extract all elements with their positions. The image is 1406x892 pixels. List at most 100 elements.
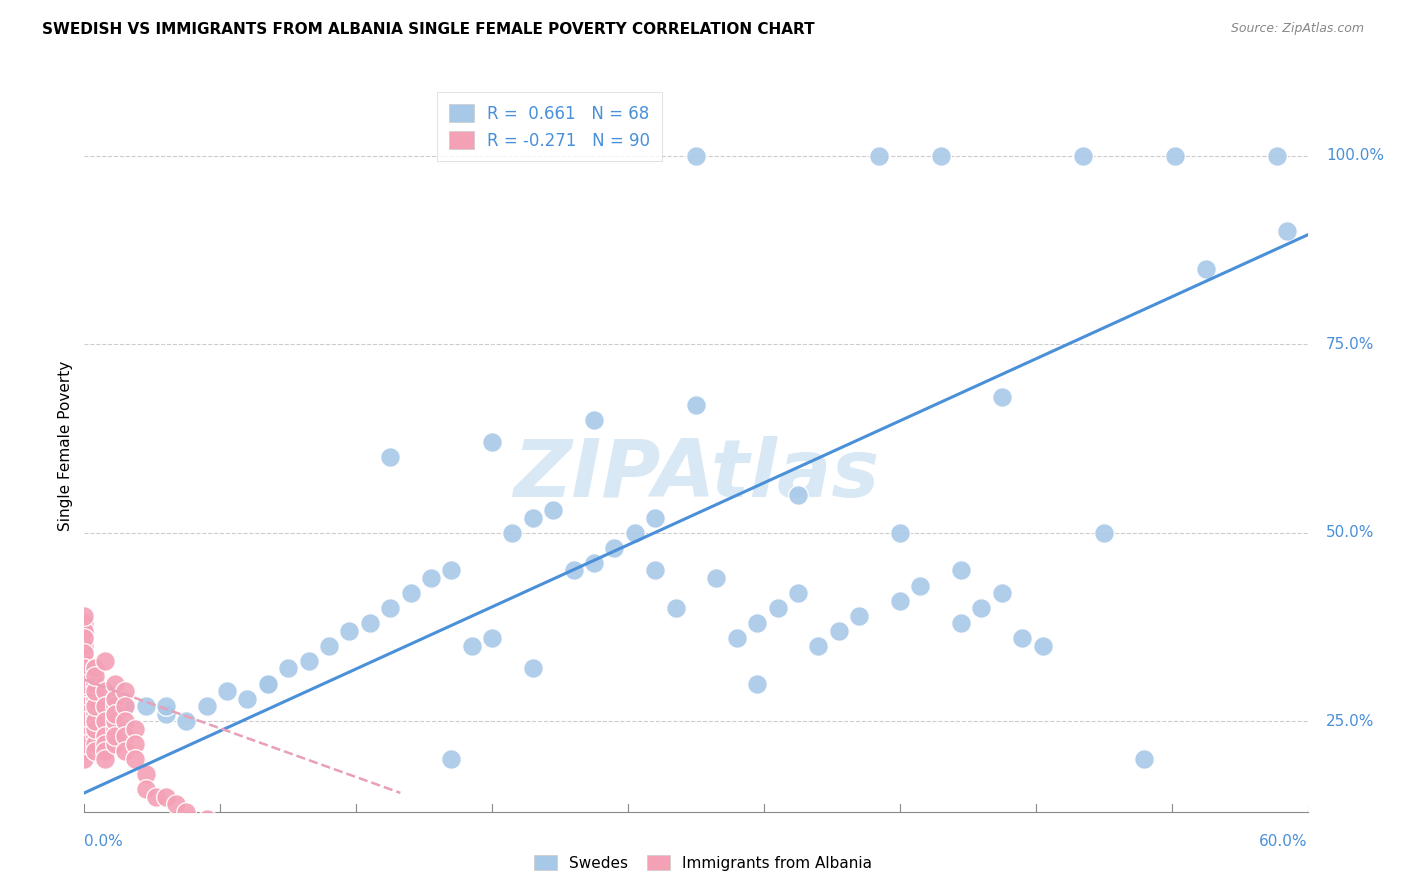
Point — [73, 691, 96, 706]
Point — [664, 601, 686, 615]
Point — [83, 699, 105, 714]
Point — [73, 722, 96, 736]
Point — [83, 722, 105, 736]
Point — [217, 820, 239, 834]
Point — [1133, 752, 1156, 766]
Point — [970, 601, 993, 615]
Point — [195, 699, 218, 714]
Point — [83, 691, 105, 706]
Point — [73, 676, 96, 690]
Point — [73, 699, 96, 714]
Point — [991, 390, 1014, 404]
Point — [73, 616, 96, 631]
Point — [114, 744, 136, 758]
Point — [93, 729, 115, 743]
Point — [114, 729, 136, 743]
Point — [104, 691, 127, 706]
Point — [787, 586, 810, 600]
Point — [359, 616, 381, 631]
Point — [124, 752, 146, 766]
Point — [145, 789, 167, 804]
Point — [1275, 224, 1298, 238]
Point — [277, 661, 299, 675]
Point — [93, 729, 115, 743]
Y-axis label: Single Female Poverty: Single Female Poverty — [58, 361, 73, 531]
Point — [704, 571, 728, 585]
Point — [104, 676, 127, 690]
Point — [83, 699, 105, 714]
Point — [73, 676, 96, 690]
Point — [93, 699, 115, 714]
Point — [73, 699, 96, 714]
Point — [114, 684, 136, 698]
Point — [135, 782, 157, 797]
Text: ZIPAtlas: ZIPAtlas — [513, 436, 879, 515]
Point — [807, 639, 830, 653]
Point — [1265, 149, 1288, 163]
Point — [73, 722, 96, 736]
Point — [236, 827, 259, 841]
Point — [889, 525, 911, 540]
Point — [93, 744, 115, 758]
Point — [73, 632, 96, 646]
Point — [380, 450, 402, 465]
Point — [889, 593, 911, 607]
Point — [73, 624, 96, 638]
Point — [104, 691, 127, 706]
Point — [83, 714, 105, 729]
Point — [83, 661, 105, 675]
Point — [73, 639, 96, 653]
Point — [73, 669, 96, 683]
Point — [73, 646, 96, 660]
Point — [104, 714, 127, 729]
Point — [83, 737, 105, 751]
Point — [991, 586, 1014, 600]
Point — [908, 578, 931, 592]
Point — [165, 797, 187, 812]
Text: 0.0%: 0.0% — [84, 834, 124, 848]
Point — [104, 722, 127, 736]
Point — [236, 691, 259, 706]
Point — [869, 149, 891, 163]
Point — [950, 563, 973, 577]
Point — [461, 639, 484, 653]
Point — [73, 729, 96, 743]
Point — [73, 752, 96, 766]
Point — [83, 691, 105, 706]
Point — [582, 412, 605, 426]
Point — [481, 435, 503, 450]
Point — [725, 632, 748, 646]
Point — [83, 684, 105, 698]
Point — [155, 706, 177, 721]
Point — [1032, 639, 1054, 653]
Point — [174, 805, 197, 819]
Point — [399, 586, 422, 600]
Text: 25.0%: 25.0% — [1326, 714, 1374, 729]
Point — [104, 706, 127, 721]
Point — [114, 699, 136, 714]
Point — [93, 654, 115, 668]
Point — [257, 676, 280, 690]
Point — [73, 608, 96, 623]
Point — [73, 661, 96, 675]
Point — [73, 646, 96, 660]
Point — [1092, 525, 1115, 540]
Point — [787, 488, 810, 502]
Point — [217, 684, 239, 698]
Point — [644, 563, 666, 577]
Point — [522, 661, 544, 675]
Point — [124, 722, 146, 736]
Point — [562, 563, 585, 577]
Text: 60.0%: 60.0% — [1260, 834, 1308, 848]
Point — [644, 510, 666, 524]
Legend: Swedes, Immigrants from Albania: Swedes, Immigrants from Albania — [524, 846, 882, 880]
Point — [1071, 149, 1094, 163]
Point — [339, 850, 360, 864]
Text: 75.0%: 75.0% — [1326, 336, 1374, 351]
Point — [135, 767, 157, 781]
Point — [83, 722, 105, 736]
Text: SWEDISH VS IMMIGRANTS FROM ALBANIA SINGLE FEMALE POVERTY CORRELATION CHART: SWEDISH VS IMMIGRANTS FROM ALBANIA SINGL… — [42, 22, 815, 37]
Point — [73, 632, 96, 646]
Point — [440, 752, 463, 766]
Point — [73, 744, 96, 758]
